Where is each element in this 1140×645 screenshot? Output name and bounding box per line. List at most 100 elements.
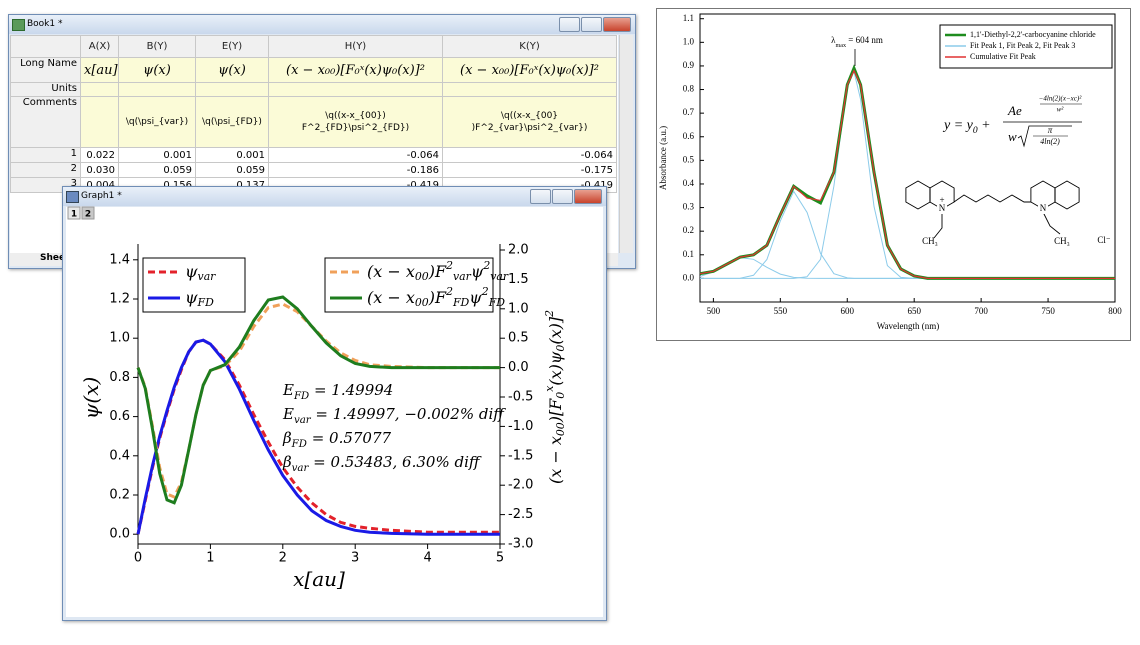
ethyl — [933, 211, 1061, 239]
row-number: 1 — [10, 147, 81, 163]
comment-line: \q((x-x_{00} — [500, 111, 559, 121]
x-tick-label: 4 — [423, 551, 431, 566]
app-icon — [66, 191, 79, 203]
legend-label: Cumulative Fit Peak — [970, 52, 1036, 61]
page-tab[interactable] — [67, 206, 81, 220]
formula-numerator: Ae — [1007, 103, 1022, 118]
text-part: = 0.57077 — [307, 429, 392, 447]
app-icon — [12, 19, 25, 31]
annotation: EFD = 1.49994 — [282, 381, 393, 402]
sqrt-bottom: 4ln(2) — [1040, 137, 1060, 146]
text-part: λ — [831, 35, 836, 45]
graph-chart: 1 20 1 2 3 4 50.00.20.40.60.81.01.21.42.01.51.… — [67, 206, 567, 591]
units-cell — [195, 82, 269, 97]
text-part: (x − x — [367, 288, 415, 307]
legend-label: 1,1'-Diethyl-2,2'-carbocyanine chloride — [970, 30, 1096, 39]
comment-cell: \q((x-x_{00} )F^2_{var}\psi^2_{var}) — [442, 96, 617, 148]
y-tick-label: 1.4 — [109, 252, 130, 267]
y2-axis-label: (x − x00)[F0x(x)ψ0(x)]2 — [543, 310, 567, 484]
atom-label: N — [939, 203, 946, 213]
column-header: K(Y) — [442, 35, 617, 58]
scrollbar[interactable] — [619, 35, 633, 253]
long-name-cell: (x − x₀₀)[F₀ˣ(x)ψ₀(x)]² — [442, 57, 617, 83]
close[interactable] — [574, 189, 602, 204]
y-tick-label: 0.9 — [683, 60, 695, 70]
corner-cell — [10, 35, 81, 58]
text-part: var — [453, 270, 472, 283]
y-tick-label: 0.7 — [683, 107, 695, 117]
page-tab[interactable] — [81, 206, 95, 220]
legend-label: ψFD — [185, 288, 214, 310]
y-tick-label: 0.4 — [683, 178, 695, 188]
column-header: A(X) — [80, 35, 119, 58]
text-part: (x)] — [546, 316, 565, 345]
peak-annotation: λmax = 604 nm — [831, 35, 883, 49]
sqrt-sign — [1017, 125, 1072, 148]
title-bar: Book1 * — [9, 15, 635, 34]
text-part: + — [978, 118, 991, 133]
data-cell: 0.030 — [80, 162, 119, 178]
y-tick-label: 0.6 — [683, 131, 695, 141]
units-cell — [268, 82, 443, 97]
maximize[interactable] — [552, 189, 573, 204]
text-part: 0 — [554, 345, 567, 352]
data-cell: -0.064 — [442, 147, 617, 163]
x-tick-label: 2 — [279, 551, 287, 566]
y2-tick-label: 2.0 — [508, 243, 529, 258]
text-part: FD — [291, 439, 307, 450]
y-tick-label: 1.0 — [683, 36, 695, 46]
text-part: E — [282, 405, 294, 423]
text-part: )F — [428, 262, 447, 281]
text-part: 00 — [554, 422, 567, 436]
y-tick-label: 0.3 — [683, 202, 695, 212]
comment-line: )F^2_{var}\psi^2_{var}) — [471, 123, 588, 133]
text-part: = 1.49994 — [309, 381, 393, 399]
x-tick-label: 3 — [351, 551, 359, 566]
text-part: var — [490, 270, 509, 283]
legend-box — [324, 257, 494, 313]
text-part: 0 — [973, 126, 978, 136]
text-part: FD — [293, 391, 309, 402]
fit-peak — [699, 257, 1115, 279]
y-tick-label: 0.0 — [683, 272, 695, 282]
units-cell — [442, 82, 617, 97]
minimize[interactable] — [530, 189, 551, 204]
text-part: var — [292, 463, 310, 474]
y2-tick-label: -0.5 — [508, 390, 533, 405]
column-header: H(Y) — [268, 35, 443, 58]
annotation: βvar = 0.53483, 6.30% diff — [282, 453, 482, 474]
text-part: ψ — [471, 262, 484, 281]
counterion-label: Cl⁻ — [1097, 235, 1111, 245]
data-cell: 0.059 — [118, 162, 196, 178]
text-part: y = y — [942, 118, 974, 133]
y-tick-label: 0.8 — [683, 84, 695, 94]
title-bar: Graph1 * — [63, 187, 606, 206]
series-line — [136, 302, 500, 499]
text-part: ψ — [185, 288, 198, 307]
comment-line: \q(\psi_{var}) — [125, 117, 189, 127]
header-row: A(X) B(Y) E(Y) H(Y) K(Y) — [10, 35, 617, 58]
minimize[interactable] — [559, 17, 580, 32]
column-header: B(Y) — [118, 35, 196, 58]
series-line — [136, 338, 500, 536]
text-part: )F — [428, 288, 447, 307]
text-part: ψ(x) — [79, 377, 103, 420]
legend-label: (x − x00)F2varψ2var — [367, 259, 509, 283]
formula-lhs: y = y0 + — [942, 118, 991, 136]
formula-exponent: −4ln(2)(x−xc)² — [1039, 95, 1083, 103]
y-tick-label: 1.0 — [109, 331, 130, 346]
graph-window: Graph1 * 1 2 0 1 2 3 4 5 0.0 0.2 0.4 0.6 0.8 1.0 1.2 1.… — [62, 186, 607, 621]
sheet-tab[interactable]: Sheet — [40, 253, 70, 263]
x-tick-label: 800 — [1108, 306, 1122, 316]
maximize[interactable] — [581, 17, 602, 32]
y2-tick-label: 0.5 — [508, 331, 529, 346]
row-label: Units — [10, 82, 81, 97]
x-axis-label: x[au] — [293, 567, 345, 591]
window-buttons — [559, 17, 631, 32]
comment-cell: \q(\psi_{FD}) — [195, 96, 269, 148]
label-bg — [1038, 204, 1048, 214]
y-tick-label: 0.4 — [109, 448, 130, 463]
y-tick-label: 0.2 — [683, 225, 694, 235]
close[interactable] — [603, 17, 631, 32]
y-axis-label: ψ(x) — [79, 377, 103, 420]
